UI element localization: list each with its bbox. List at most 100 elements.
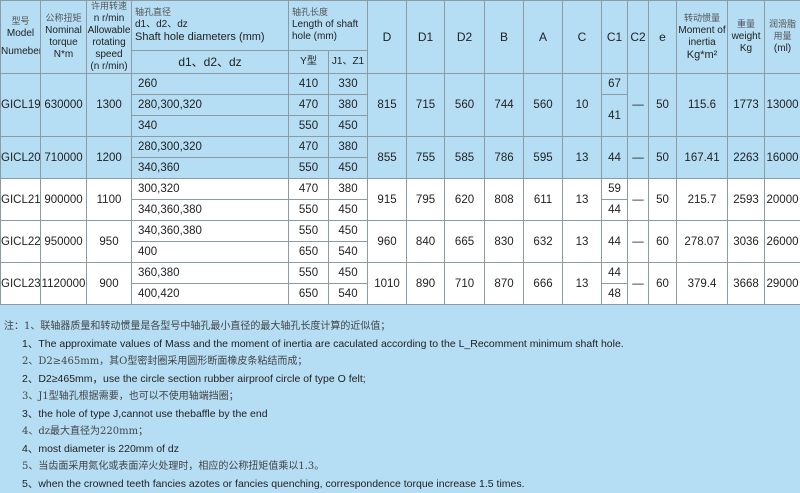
speed-cell: 1300 [87, 74, 132, 137]
length-j-cell: 380 [329, 137, 368, 158]
shaft-diameter-cell: 260 [132, 74, 289, 95]
B-cell: 786 [485, 137, 524, 179]
D-cell: 960 [368, 221, 407, 263]
C2-cell: — [628, 179, 649, 221]
C1-cell: 67 [602, 74, 628, 95]
A-cell: 611 [524, 179, 563, 221]
D1-cell: 715 [407, 74, 445, 137]
length-y-cell: 470 [289, 95, 329, 116]
length-y-cell: 550 [289, 221, 329, 242]
C-cell: 13 [563, 263, 602, 305]
shaft-diameter-cell: 280,300,320 [132, 137, 289, 158]
e-cell: 60 [649, 221, 677, 263]
D-cell: 915 [368, 179, 407, 221]
e-cell: 50 [649, 74, 677, 137]
torque-cell: 1120000 [41, 263, 87, 305]
length-j-cell: 450 [329, 116, 368, 137]
D2-cell: 665 [445, 221, 485, 263]
C2-cell: — [628, 137, 649, 179]
length-y-cell: 410 [289, 74, 329, 95]
length-j-cell: 450 [329, 263, 368, 284]
header-grease: 润滑脂用量(ml) [765, 1, 800, 74]
D1-cell: 795 [407, 179, 445, 221]
B-cell: 808 [485, 179, 524, 221]
note-line: 4、dz最大直径为220mm； [4, 423, 624, 441]
model-cell: GICL19 [1, 74, 41, 137]
grease-cell: 29000 [765, 263, 800, 305]
shaft-diameter-cell: 340,360 [132, 158, 289, 179]
C-cell: 13 [563, 179, 602, 221]
model-cell: GICL23 [1, 263, 41, 305]
length-y-cell: 650 [289, 242, 329, 263]
C1-cell: 44 [602, 263, 628, 284]
weight-cell: 2263 [728, 137, 765, 179]
note-line: 3、the hole of type J,cannot use thebaffl… [4, 406, 624, 424]
header-length-j: J1、Z1 [329, 50, 368, 73]
header-B: B [485, 1, 524, 74]
A-cell: 595 [524, 137, 563, 179]
length-y-cell: 550 [289, 116, 329, 137]
length-j-cell: 450 [329, 158, 368, 179]
header-C2: C2 [628, 1, 649, 74]
B-cell: 744 [485, 74, 524, 137]
note-line: 5、when the crowned teeth fancies azotes … [4, 476, 624, 493]
D1-cell: 840 [407, 221, 445, 263]
inertia-cell: 379.4 [677, 263, 728, 305]
weight-cell: 1773 [728, 74, 765, 137]
model-cell: GICL21 [1, 179, 41, 221]
speed-cell: 900 [87, 263, 132, 305]
note-line: 5、当齿面采用氮化或表面淬火处理时，相应的公称扭矩值乘以1.3。 [4, 458, 624, 476]
D-cell: 815 [368, 74, 407, 137]
length-y-cell: 650 [289, 284, 329, 305]
weight-cell: 2593 [728, 179, 765, 221]
grease-cell: 16000 [765, 137, 800, 179]
shaft-diameter-cell: 280,300,320 [132, 95, 289, 116]
length-y-cell: 550 [289, 263, 329, 284]
C1-cell: 59 [602, 179, 628, 200]
note-line: 4、most diameter is 220mm of dz [4, 441, 624, 459]
grease-cell: 20000 [765, 179, 800, 221]
e-cell: 50 [649, 137, 677, 179]
D1-cell: 890 [407, 263, 445, 305]
C2-cell: — [628, 74, 649, 137]
notes: 注：1、联轴器质量和转动惯量是各型号中轴孔最小直径的最大轴孔长度计算的近似值；1… [4, 318, 624, 493]
header-length-y: Y型 [289, 50, 329, 73]
header-C: C [563, 1, 602, 74]
note-line: 1、The approximate values of Mass and the… [4, 336, 624, 354]
C-cell: 10 [563, 74, 602, 137]
weight-cell: 3668 [728, 263, 765, 305]
D-cell: 1010 [368, 263, 407, 305]
torque-cell: 630000 [41, 74, 87, 137]
note-line: 注：1、联轴器质量和转动惯量是各型号中轴孔最小直径的最大轴孔长度计算的近似值； [4, 318, 624, 336]
weight-cell: 3036 [728, 221, 765, 263]
D2-cell: 585 [445, 137, 485, 179]
length-j-cell: 380 [329, 95, 368, 116]
note-line: 2、D2≥465mm，其O型密封圈采用圆形断面橡皮条粘结而成； [4, 353, 624, 371]
C-cell: 13 [563, 137, 602, 179]
header-C1: C1 [602, 1, 628, 74]
length-j-cell: 540 [329, 242, 368, 263]
speed-cell: 1100 [87, 179, 132, 221]
length-y-cell: 550 [289, 200, 329, 221]
header-e: e [649, 1, 677, 74]
A-cell: 632 [524, 221, 563, 263]
A-cell: 666 [524, 263, 563, 305]
C1-cell: 41 [602, 95, 628, 137]
grease-cell: 13000 [765, 74, 800, 137]
C1-cell: 44 [602, 137, 628, 179]
speed-cell: 950 [87, 221, 132, 263]
header-D2: D2 [445, 1, 485, 74]
C2-cell: — [628, 263, 649, 305]
length-y-cell: 550 [289, 158, 329, 179]
model-cell: GICL22 [1, 221, 41, 263]
note-line: 2、D2≥465mm，use the circle section rubber… [4, 371, 624, 389]
C1-cell: 44 [602, 200, 628, 221]
